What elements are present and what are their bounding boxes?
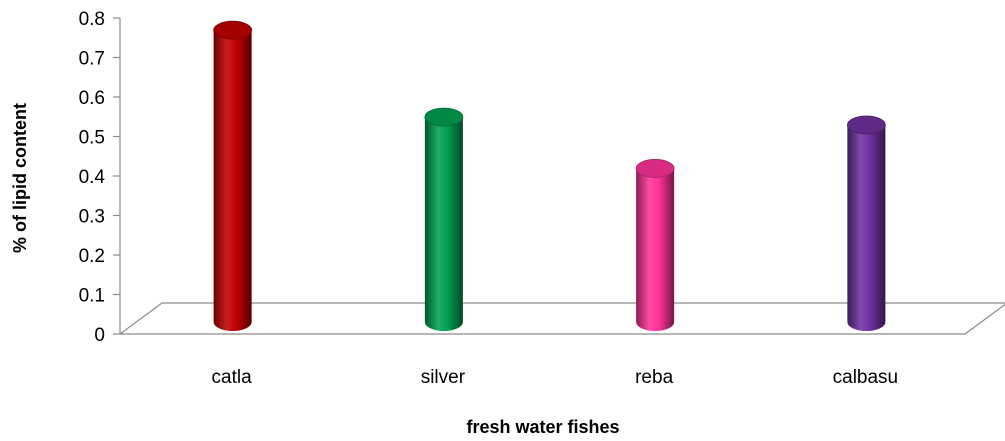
bar-top [213,20,253,40]
y-tick-label: 0.2 [79,246,105,267]
x-category-label: calbasu [833,367,899,388]
bars [213,20,886,331]
bar-body [213,30,252,331]
bar-body [847,125,886,331]
x-category-label: catla [212,367,253,388]
bar-top [424,107,464,127]
bar-calbasu [846,115,886,331]
y-tick-label: 0 [94,325,105,346]
bar-top [846,115,886,135]
y-tick-label: 0.1 [79,286,105,307]
bar-body [636,168,675,331]
x-axis-categories: catla silver reba calbasu [212,367,899,388]
y-axis-ticks: 0 0.1 0.2 0.3 0.4 0.5 0.6 0.7 0.8 [79,9,120,346]
y-axis-title: % of lipid content [10,103,30,253]
y-tick-label: 0.5 [79,128,105,149]
chart-floor [118,302,1005,335]
bar-top [635,159,675,178]
bar-reba [635,159,675,331]
bar-catla [213,20,253,331]
bar-body [424,117,463,331]
y-tick-label: 0.6 [79,88,105,109]
x-axis-title: fresh water fishes [466,417,619,437]
y-tick-label: 0.8 [79,9,105,30]
y-tick-label: 0.4 [79,167,106,188]
floor-plane [118,302,1005,335]
bar-silver [424,107,464,331]
y-tick-label: 0.7 [79,49,105,70]
y-tick-label: 0.3 [79,207,105,228]
x-category-label: silver [421,367,466,388]
x-category-label: reba [635,367,673,388]
